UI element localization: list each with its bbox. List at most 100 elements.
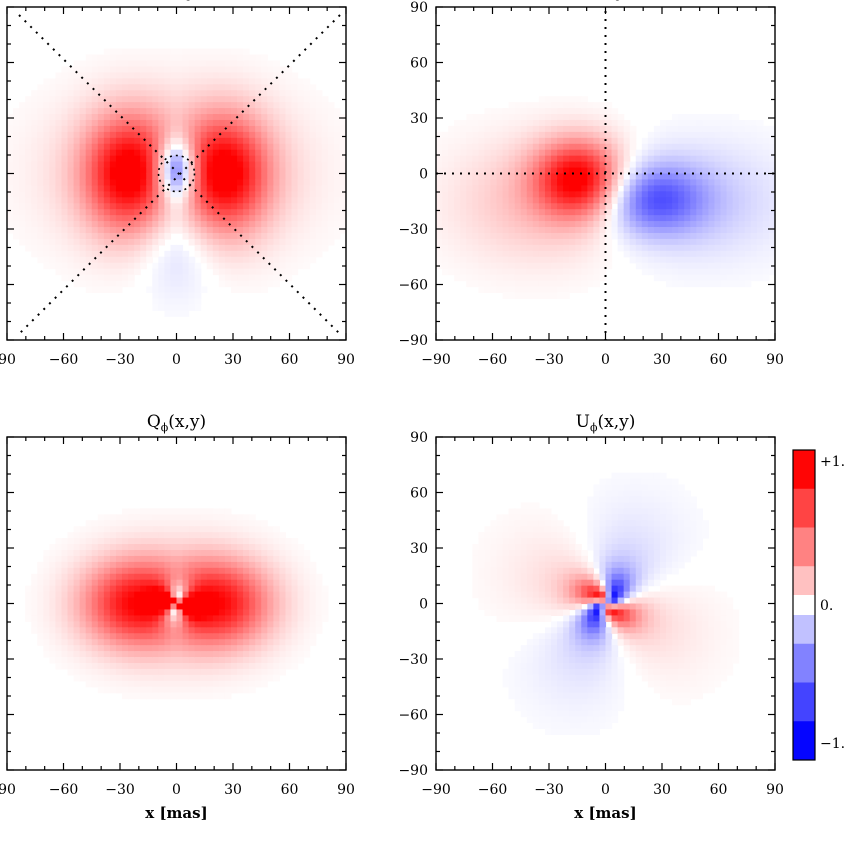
heatmap-cell <box>176 161 184 169</box>
heatmap-cell <box>194 221 202 228</box>
heatmap-cell <box>140 114 147 121</box>
heatmap-cell <box>85 544 93 551</box>
heatmap-cell <box>255 657 262 664</box>
heatmap-cell <box>85 66 93 74</box>
heatmap-cell <box>140 561 147 569</box>
heatmap-cell <box>152 274 159 282</box>
heatmap-cell <box>605 137 613 145</box>
heatmap-cell <box>557 167 564 175</box>
heatmap-cell <box>176 197 184 204</box>
heatmap-cell <box>273 526 281 533</box>
heatmap-cell <box>569 119 576 127</box>
heatmap-cell <box>49 119 57 127</box>
heatmap-cell <box>164 60 172 68</box>
heatmap-cell <box>140 197 147 204</box>
heatmap-cell <box>67 561 75 569</box>
heatmap-cell <box>140 657 147 664</box>
heatmap-cell <box>297 119 305 127</box>
heatmap-cell <box>544 197 552 204</box>
heatmap-cell <box>103 215 111 222</box>
heatmap-cell <box>285 274 293 282</box>
heatmap-cell <box>146 633 153 640</box>
heatmap-cell <box>61 102 69 109</box>
heatmap-cell <box>103 143 111 151</box>
heatmap-cell <box>454 215 461 222</box>
heatmap-cell <box>460 197 467 204</box>
heatmap-cell <box>267 549 274 557</box>
heatmap-cell <box>182 90 190 97</box>
heatmap-cell <box>532 244 540 252</box>
heatmap-cell <box>563 137 570 145</box>
heatmap-cell <box>261 262 268 270</box>
ticks-top-right <box>435 6 776 341</box>
heatmap-cell <box>182 54 190 62</box>
heatmap-cell <box>61 143 69 151</box>
heatmap-cell <box>224 567 232 575</box>
heatmap-cell <box>563 280 570 288</box>
heatmap-cell <box>714 185 722 192</box>
heatmap-cell <box>659 167 667 175</box>
heatmap-cell <box>37 173 44 181</box>
heatmap-cell <box>297 232 305 240</box>
heatmap-cell <box>726 262 734 270</box>
heatmap-cell <box>206 185 214 192</box>
heatmap-cell <box>176 155 184 163</box>
heatmap-cell <box>762 173 770 181</box>
heatmap-cell <box>315 114 323 121</box>
heatmap-cell <box>327 149 335 157</box>
heatmap-cell <box>678 274 685 282</box>
heatmap-cell <box>672 256 679 264</box>
heatmap-cell <box>623 143 631 151</box>
heatmap-cell <box>267 668 274 676</box>
heatmap-cell <box>237 520 244 527</box>
heatmap-cell <box>551 256 558 264</box>
heatmap-cell <box>128 66 135 74</box>
heatmap-cell <box>79 131 87 139</box>
heatmap-cell <box>538 262 546 270</box>
heatmap-cell <box>599 137 607 145</box>
heatmap-cell <box>557 185 564 192</box>
heatmap-cell <box>605 114 613 121</box>
heatmap-cell <box>538 179 546 186</box>
heatmap-cell <box>218 680 226 688</box>
heatmap-cell <box>448 209 455 216</box>
heatmap-cell <box>61 633 69 640</box>
heatmap-cell <box>267 60 274 68</box>
heatmap-cell <box>569 209 576 216</box>
heatmap-cell <box>243 179 250 186</box>
heatmap-cell <box>526 227 534 234</box>
heatmap-cell <box>261 72 268 79</box>
heatmap-cell <box>563 155 570 163</box>
heatmap-cell <box>237 280 244 288</box>
heatmap-cell <box>593 262 601 270</box>
heatmap-cell <box>115 250 123 258</box>
heatmap-cell <box>164 549 172 557</box>
heatmap-cell <box>25 119 32 127</box>
heatmap-cell <box>55 238 63 246</box>
heatmap-cell <box>768 238 776 246</box>
heatmap-cell <box>115 603 123 611</box>
heatmap-cell <box>61 597 69 605</box>
heatmap-cell <box>224 657 232 664</box>
heatmap-cell <box>194 72 202 79</box>
heatmap-cell <box>212 651 220 658</box>
heatmap-cell <box>273 161 281 169</box>
heatmap-cell <box>617 167 625 175</box>
heatmap-cell <box>255 538 262 545</box>
heatmap-cell <box>109 591 117 599</box>
heatmap-cell <box>43 573 50 581</box>
heatmap-cell <box>309 131 317 139</box>
heatmap-cell <box>79 280 87 288</box>
heatmap-cell <box>237 567 244 575</box>
heatmap-cell <box>49 108 57 115</box>
heatmap-cell <box>37 567 44 575</box>
heatmap-cell <box>484 209 492 216</box>
heatmap-cell <box>261 549 268 557</box>
heatmap-cell <box>267 651 274 658</box>
heatmap-cell <box>593 125 601 133</box>
heatmap-cell <box>684 232 691 240</box>
heatmap-cell <box>43 179 50 186</box>
heatmap-cell <box>19 102 26 109</box>
heatmap-cell <box>690 191 697 198</box>
heatmap-cell <box>678 125 685 133</box>
